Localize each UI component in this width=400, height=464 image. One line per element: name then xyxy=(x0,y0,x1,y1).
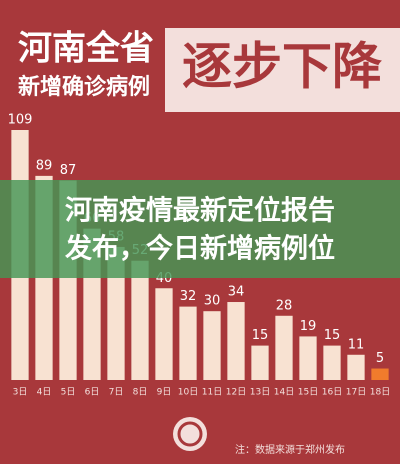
x-tick-label: 7日 xyxy=(109,387,124,398)
bar xyxy=(227,302,245,380)
value-label: 15 xyxy=(324,328,341,343)
value-label: 28 xyxy=(276,298,293,313)
x-tick-label: 3日 xyxy=(13,387,28,398)
bar xyxy=(275,315,293,380)
x-tick-label: 16日 xyxy=(322,387,342,398)
x-tick-label: 6日 xyxy=(85,387,100,398)
x-tick-label: 17日 xyxy=(346,387,366,398)
bar xyxy=(323,345,341,380)
bar xyxy=(155,288,173,380)
x-tick-label: 12日 xyxy=(226,387,246,398)
logo-ring xyxy=(177,421,203,447)
x-tick-label: 10日 xyxy=(178,387,198,398)
value-label: 11 xyxy=(348,337,365,352)
x-tick-label: 4日 xyxy=(37,387,52,398)
value-label: 87 xyxy=(60,163,77,178)
footnote: 注：数据来源于郑州发布 xyxy=(235,443,345,456)
value-label: 34 xyxy=(228,285,245,300)
x-tick-label: 11日 xyxy=(202,387,222,398)
x-tick-label: 5日 xyxy=(61,387,76,398)
subtitle-left: 新增确诊病例 xyxy=(18,74,150,100)
value-label: 5 xyxy=(376,351,384,366)
bar xyxy=(299,336,317,380)
title-left: 河南全省 xyxy=(18,29,154,69)
value-label: 89 xyxy=(36,158,53,173)
banner xyxy=(0,180,400,278)
banner-line: 发布，今日新增病例位 xyxy=(64,233,335,265)
value-label: 109 xyxy=(8,113,33,128)
value-label: 30 xyxy=(204,294,221,309)
banner-line: 河南疫情最新定位报告 xyxy=(65,195,335,227)
x-tick-label: 13日 xyxy=(250,387,270,398)
x-tick-label: 8日 xyxy=(133,387,148,398)
bar xyxy=(251,345,269,380)
value-label: 32 xyxy=(180,289,197,304)
x-tick-label: 9日 xyxy=(157,387,172,398)
x-tick-label: 18日 xyxy=(370,387,390,398)
x-tick-label: 14日 xyxy=(274,387,294,398)
bar xyxy=(371,368,389,380)
x-tick-label: 15日 xyxy=(298,387,318,398)
bar xyxy=(179,306,197,380)
value-label: 15 xyxy=(252,328,269,343)
bar xyxy=(203,311,221,380)
bar xyxy=(347,354,365,380)
bar xyxy=(107,246,125,380)
title-right: 逐步下降 xyxy=(182,38,382,96)
bar xyxy=(131,260,149,380)
value-label: 19 xyxy=(300,319,317,334)
title-band xyxy=(165,28,400,112)
